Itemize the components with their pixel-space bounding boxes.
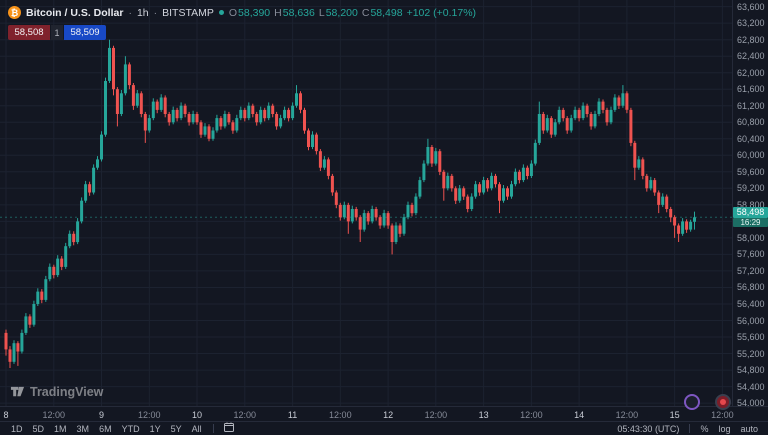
time-tick-label: 12:00: [233, 410, 257, 420]
close-label: C: [361, 6, 370, 19]
tradingview-logo-icon: [10, 386, 25, 397]
price-tick-label: 58,000: [737, 232, 765, 243]
price-tick-label: 59,200: [737, 183, 765, 194]
time-tick-label: 14: [574, 410, 585, 420]
price-tick-label: 60,400: [737, 133, 765, 144]
time-tick-label: 12:00: [520, 410, 543, 420]
time-tick-label: 10: [192, 410, 203, 420]
sell-button[interactable]: 58,508: [8, 25, 50, 40]
range-button-3m[interactable]: 3M: [72, 423, 95, 435]
timezone-button[interactable]: 05:43:30 (UTC): [613, 423, 683, 435]
range-buttons: 1D 5D 1M 3M 6M YTD 1Y 5Y All: [6, 423, 207, 435]
price-tick-label: 62,000: [737, 67, 765, 78]
toolbar-divider: [212, 424, 214, 433]
symbol-legend: ₿ Bitcoin / U.S. Dollar · 1h · BITSTAMP …: [8, 6, 476, 19]
time-tick-label: 8: [3, 410, 9, 420]
price-tick-label: 63,200: [737, 18, 765, 29]
price-tick-label: 54,400: [737, 381, 765, 392]
time-tick-label: 12:00: [615, 410, 639, 420]
price-tick-label: 54,800: [737, 365, 765, 376]
candlestick-chart[interactable]: [0, 0, 732, 406]
last-price-badge: 58,498 16:29: [733, 207, 768, 228]
time-tick-label: 15: [669, 410, 680, 420]
price-tick-label: 57,600: [737, 249, 765, 260]
toolbar-divider: [689, 424, 691, 433]
time-axis[interactable]: 8 12:00 9 12:00 10 12:00 11 12:00 12 12:00 13 12:00…: [0, 406, 768, 421]
separator: ·: [153, 6, 158, 19]
range-button-1y[interactable]: 1Y: [145, 423, 166, 435]
range-button-5y[interactable]: 5Y: [166, 423, 187, 435]
price-tick-label: 59,600: [737, 166, 765, 177]
price-tick-label: 61,600: [737, 84, 765, 95]
price-tick-label: 54,000: [737, 398, 765, 409]
range-button-all[interactable]: All: [187, 423, 207, 435]
buy-button[interactable]: 58,509: [64, 25, 106, 40]
floating-button-red[interactable]: [715, 394, 731, 410]
percent-scale-button[interactable]: %: [696, 423, 712, 435]
range-button-1m[interactable]: 1M: [49, 423, 72, 435]
calendar-icon: [223, 422, 234, 432]
low-value: 58,200: [325, 6, 358, 19]
go-to-date-button[interactable]: [220, 422, 238, 435]
range-button-ytd[interactable]: YTD: [117, 423, 145, 435]
range-button-6m[interactable]: 6M: [94, 423, 117, 435]
price-tick-label: 57,200: [737, 265, 765, 276]
price-tick-label: 62,400: [737, 51, 765, 62]
exchange-label[interactable]: BITSTAMP: [162, 6, 214, 19]
price-tick-label: 63,600: [737, 1, 765, 12]
change-value: +102 (+0.17%): [406, 6, 477, 19]
bar-countdown: 16:29: [733, 218, 768, 228]
price-tick-label: 55,200: [737, 348, 765, 359]
ohlc-readout: O 58,390 H 58,636 L 58,200 C 58,498 +102 (+0…: [229, 7, 476, 19]
time-tick-label: 12:00: [42, 410, 66, 420]
price-tick-label: 61,200: [737, 100, 765, 111]
open-label: O: [228, 6, 238, 19]
market-status-dot: [218, 10, 224, 15]
time-tick-label: 12: [383, 410, 394, 420]
price-axis[interactable]: 54,000 54,400 54,800 55,200 55,600 56,000 56,4…: [732, 0, 768, 409]
price-tick-label: 58,800: [737, 199, 765, 210]
time-tick-label: 9: [99, 410, 105, 420]
time-tick-label: 12:00: [711, 410, 734, 420]
interval-label[interactable]: 1h: [136, 6, 149, 19]
bitcoin-icon: ₿: [8, 6, 21, 19]
floating-button-purple[interactable]: [684, 394, 700, 410]
tradingview-logo[interactable]: TradingView: [10, 384, 103, 399]
high-label: H: [274, 6, 282, 19]
range-button-5d[interactable]: 5D: [28, 423, 50, 435]
time-tick-label: 11: [287, 410, 298, 420]
spread-value: 1: [51, 25, 63, 40]
time-tick-label: 12:00: [138, 410, 161, 420]
high-value: 58,636: [282, 6, 315, 19]
last-price-value: 58,498: [733, 207, 768, 219]
separator: ·: [128, 6, 132, 19]
time-tick-label: 13: [478, 410, 489, 420]
time-tick-label: 12:00: [329, 410, 352, 420]
symbol-title[interactable]: Bitcoin / U.S. Dollar: [26, 6, 124, 19]
bottom-toolbar: 1D 5D 1M 3M 6M YTD 1Y 5Y All 05:43:30 (UTC) % lo…: [0, 421, 768, 435]
low-label: L: [318, 6, 325, 19]
auto-scale-button[interactable]: auto: [736, 423, 762, 435]
log-scale-button[interactable]: log: [714, 423, 734, 435]
price-tick-label: 62,800: [737, 34, 765, 45]
price-tick-label: 60,800: [737, 117, 765, 128]
time-tick-label: 12:00: [424, 410, 448, 420]
price-tick-label: 56,400: [737, 298, 765, 309]
close-value: 58,498: [370, 6, 403, 19]
range-button-1d[interactable]: 1D: [6, 423, 28, 435]
price-tick-label: 60,000: [737, 150, 765, 161]
bid-ask-widget: 58,508 1 58,509: [8, 25, 106, 40]
price-tick-label: 56,800: [737, 282, 765, 293]
tradingview-logo-text: TradingView: [30, 384, 104, 399]
price-tick-label: 55,600: [737, 332, 765, 343]
price-tick-label: 56,000: [737, 315, 765, 326]
floating-buttons: [684, 394, 731, 410]
open-value: 58,390: [238, 6, 271, 19]
